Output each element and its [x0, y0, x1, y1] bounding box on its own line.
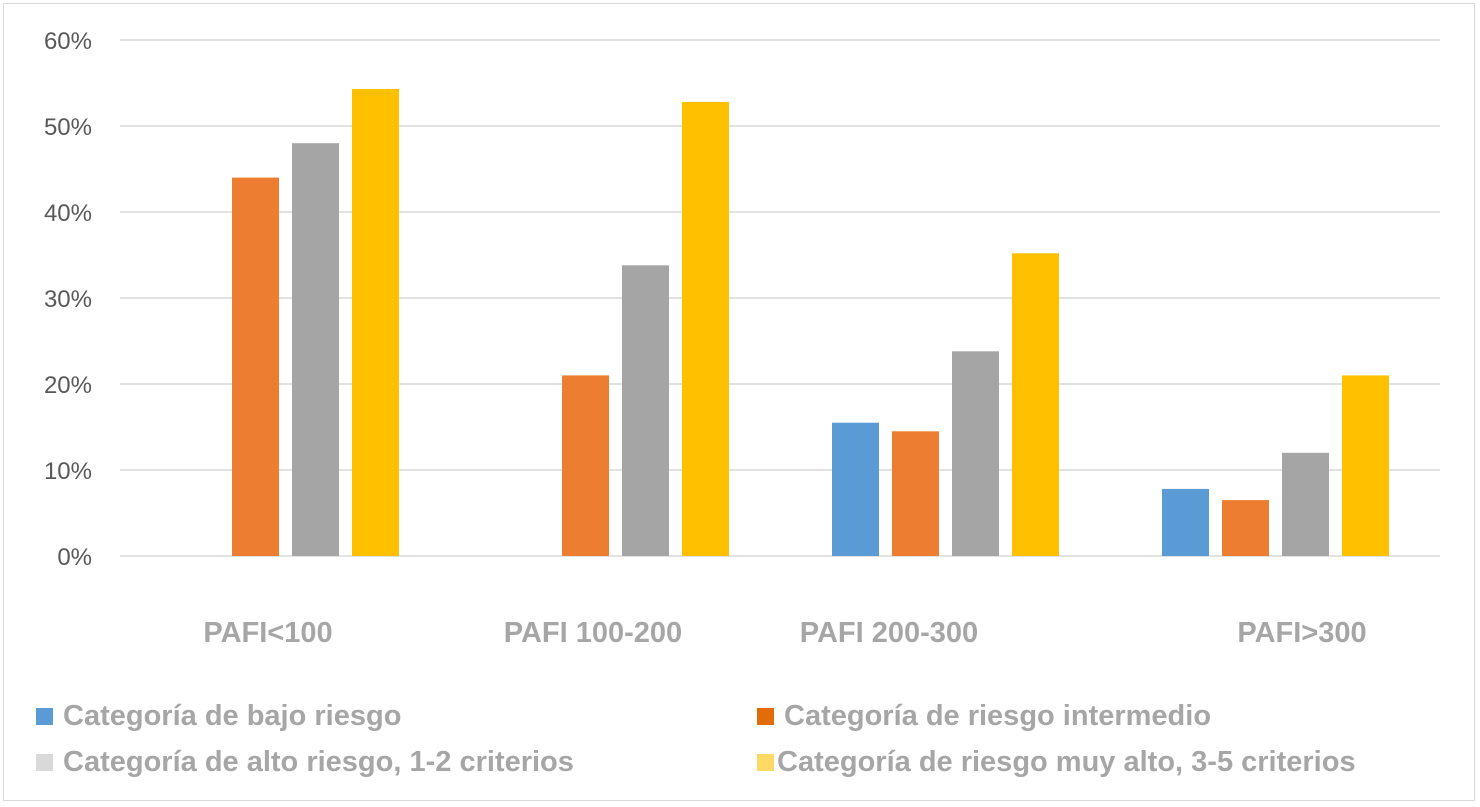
legend-label: Categoría de riesgo muy alto, 3-5 criter…: [777, 746, 1356, 778]
y-tick-label: 0%: [57, 544, 92, 571]
legend-swatch: [757, 708, 774, 725]
bar: [1012, 253, 1059, 556]
legend-swatch: [36, 708, 53, 725]
gridlines: [120, 39, 1440, 557]
y-tick-label: 40%: [44, 200, 92, 227]
bar: [952, 351, 999, 556]
bar-chart: 0% 10% 20% 30% 40% 50% 60% PAFI<100 PAFI 100-20…: [44, 28, 1440, 649]
legend-swatch: [36, 754, 53, 771]
y-tick-label: 10%: [44, 458, 92, 485]
legend-label: Categoría de alto riesgo, 1-2 criterios: [63, 746, 574, 778]
legend-label: Categoría de riesgo intermedio: [784, 700, 1212, 732]
bars: [232, 89, 1389, 557]
bar: [832, 422, 879, 556]
x-category-label: PAFI 100-200: [504, 617, 682, 649]
legend-item-intermedio: Categoría de riesgo intermedio: [757, 700, 1211, 733]
x-category-label: PAFI>300: [1237, 617, 1366, 649]
bar: [892, 431, 939, 556]
legend-item-alto: Categoría de alto riesgo, 1-2 criterios: [36, 746, 574, 779]
y-tick-label: 20%: [44, 372, 92, 399]
y-tick-label: 50%: [44, 114, 92, 141]
chart-frame: [3, 3, 1475, 801]
x-category-label: PAFI 200-300: [800, 617, 978, 649]
legend-item-bajo: Categoría de bajo riesgo: [36, 700, 401, 733]
bar: [562, 375, 609, 556]
bar: [352, 89, 399, 557]
bar: [1222, 500, 1269, 556]
legend-swatch: [757, 754, 774, 771]
bar: [292, 143, 339, 556]
legend-item-muy-alto: Categoría de riesgo muy alto, 3-5 criter…: [757, 746, 1356, 779]
y-tick-label: 30%: [44, 286, 92, 313]
bar: [1342, 375, 1389, 556]
y-axis-ticks: 0% 10% 20% 30% 40% 50% 60%: [44, 28, 92, 571]
bar: [682, 101, 729, 557]
x-axis-categories: PAFI<100 PAFI 100-200 PAFI 200-300 PAFI>300: [203, 617, 1366, 649]
x-category-label: PAFI<100: [203, 617, 332, 649]
bar: [622, 265, 669, 556]
bar: [1162, 488, 1209, 556]
legend-label: Categoría de bajo riesgo: [63, 700, 402, 732]
y-tick-label: 60%: [44, 28, 92, 55]
bar: [1282, 452, 1329, 556]
bar: [232, 177, 279, 556]
